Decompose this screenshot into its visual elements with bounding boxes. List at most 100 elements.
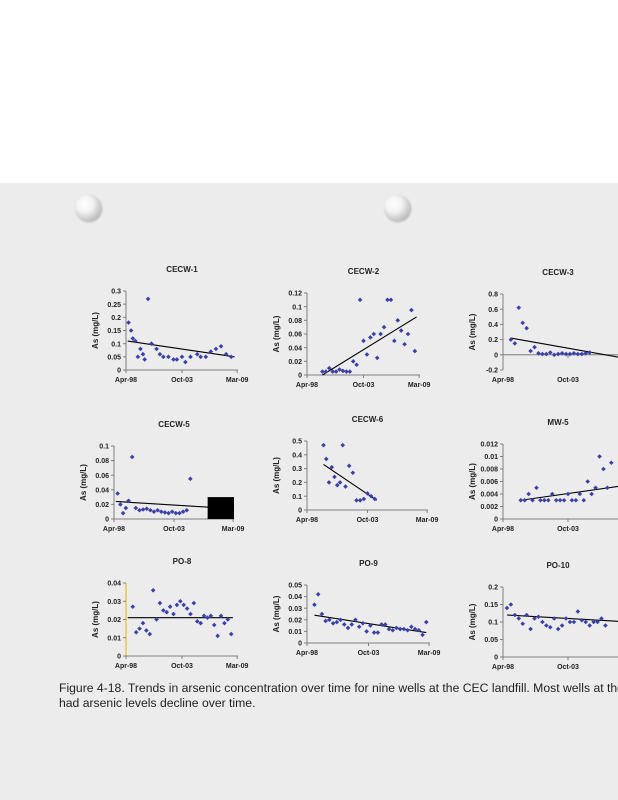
data-point [323, 369, 329, 374]
data-point [333, 369, 339, 374]
data-point [326, 365, 332, 371]
data-point [188, 354, 193, 360]
x-tick-label: Apr-98 [115, 663, 137, 670]
y-tick-label: 0.05 [484, 637, 498, 644]
chart-panel-cecw-1: CECW-1 0 0.05 0.1 0.15 0.2 0.25 0.3 Apr-98 Oct-03… [91, 265, 249, 384]
data-point [528, 348, 533, 354]
data-point [528, 626, 533, 632]
data-point [329, 464, 335, 470]
y-axis-label: As (mg/L) [91, 312, 100, 349]
data-point [504, 605, 510, 611]
data-point [198, 620, 203, 626]
y-tick-label: 0.08 [288, 318, 302, 325]
data-point [344, 369, 349, 374]
caption-line-2: had arsenic levels decline over time. [59, 695, 256, 710]
data-point [405, 331, 411, 337]
data-point [354, 362, 359, 368]
data-point [579, 351, 585, 357]
y-axis-label: As (mg/L) [91, 601, 100, 638]
data-point [340, 368, 346, 374]
x-tick-label: Oct-03 [171, 663, 193, 670]
data-point [228, 631, 234, 637]
data-point [520, 320, 525, 326]
y-tick-label: 0.05 [107, 354, 121, 361]
data-point [133, 629, 139, 635]
data-point [388, 297, 394, 303]
data-point [361, 496, 367, 502]
y-tick-label: 0.01 [484, 454, 498, 461]
data-point [557, 497, 563, 503]
data-point [350, 470, 356, 476]
x-tick-label: Apr-98 [492, 664, 514, 671]
chart-title: PO-10 [546, 561, 570, 570]
data-point [553, 497, 559, 503]
data-point [544, 351, 549, 357]
data-point [412, 626, 418, 632]
data-point [174, 357, 180, 362]
chart-panel-mw-5: MW-5 0 0.002 0.004 0.006 0.008 0.01 0.012 Apr-98… [468, 418, 618, 533]
data-point [194, 619, 200, 624]
data-point [561, 497, 567, 503]
data-point [542, 497, 547, 503]
data-point [524, 325, 529, 331]
data-point [166, 510, 171, 516]
data-point [540, 351, 545, 357]
data-point [171, 611, 176, 617]
data-point [330, 369, 335, 374]
y-tick-label: 0.1 [488, 620, 498, 627]
data-point [148, 507, 153, 513]
data-point [343, 484, 348, 489]
y-axis-label: As (mg/L) [468, 313, 477, 350]
data-point [166, 354, 171, 360]
y-tick-label: 0 [494, 352, 498, 359]
data-point [184, 507, 190, 513]
chart-title: CECW-5 [158, 420, 190, 429]
data-point [420, 632, 425, 638]
data-point [581, 497, 587, 503]
data-point [374, 355, 380, 361]
y-tick-label: -0.2 [486, 368, 498, 375]
data-point [587, 623, 592, 628]
data-point [340, 442, 346, 448]
data-point [151, 509, 157, 514]
data-point [157, 600, 163, 606]
trend-line [323, 464, 377, 501]
data-point [526, 491, 531, 497]
data-point [365, 491, 370, 496]
data-point [555, 626, 561, 632]
data-point [589, 491, 594, 497]
data-point [577, 491, 583, 497]
y-tick-label: 0.2 [111, 315, 121, 322]
data-point [126, 320, 131, 325]
y-tick-label: 0 [494, 655, 498, 662]
data-point [540, 619, 545, 625]
data-point [591, 619, 596, 625]
data-point [405, 627, 410, 633]
data-point [569, 497, 575, 503]
data-point [375, 630, 381, 635]
data-point [337, 480, 343, 485]
data-point [198, 354, 203, 360]
x-tick-label: Apr-98 [492, 377, 514, 384]
data-point [129, 454, 135, 460]
data-point [585, 479, 590, 484]
data-point [386, 626, 392, 632]
y-tick-label: 0.012 [480, 442, 498, 449]
data-point [544, 623, 549, 628]
y-tick-label: 0.02 [288, 359, 302, 366]
data-point [345, 625, 351, 631]
y-tick-label: 0.02 [95, 502, 109, 509]
data-point [597, 454, 602, 459]
data-point [353, 617, 358, 623]
chart-panel-cecw-3: CECW-3-0.200.20.40.60.8Apr-98Oct-03Mar-0… [468, 268, 618, 384]
data-point [357, 498, 363, 503]
chart-panel-po-10: PO-1000.050.10.150.2Apr-98Oct-03Mar-09As… [468, 561, 618, 671]
data-point [123, 505, 129, 511]
caption-line-1: Figure 4-18. Trends in arsenic concentra… [59, 681, 618, 695]
x-tick-label: Apr-98 [492, 526, 514, 533]
x-tick-label: Mar-09 [416, 517, 439, 524]
data-point [326, 480, 332, 485]
data-point [512, 341, 518, 346]
data-point [416, 627, 422, 633]
